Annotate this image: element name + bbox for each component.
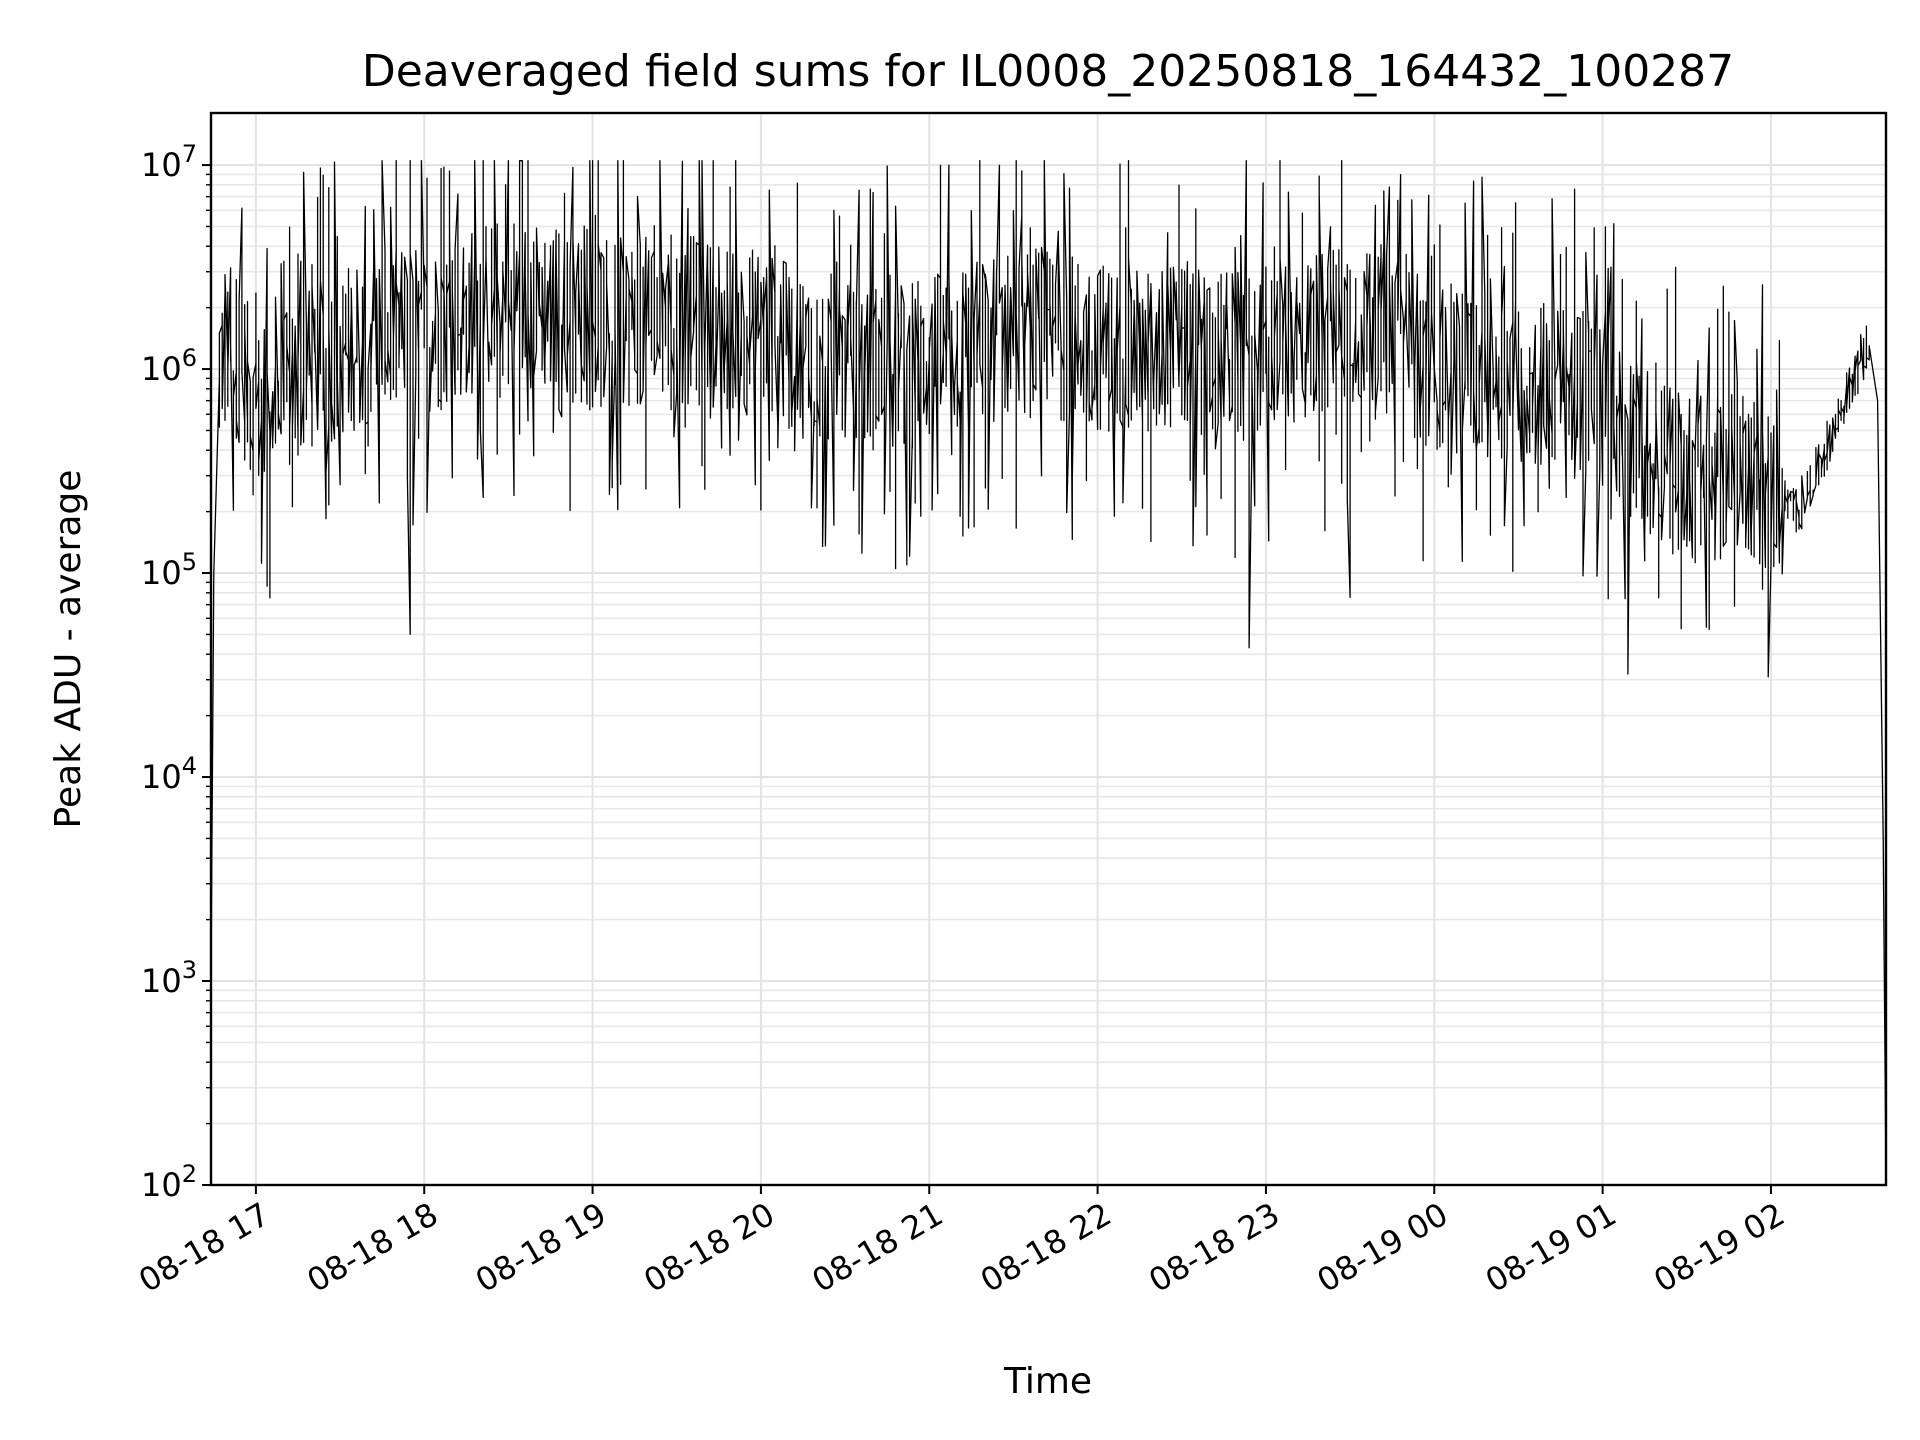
x-tick-label: 08-18 19 bbox=[469, 1195, 613, 1300]
x-tick-label: 08-18 18 bbox=[301, 1195, 445, 1300]
y-tick-label: 103 bbox=[141, 956, 197, 1000]
y-tick-label: 104 bbox=[141, 752, 197, 796]
x-tick-label: 08-19 02 bbox=[1647, 1195, 1791, 1300]
y-tick-label: 102 bbox=[141, 1160, 197, 1204]
grid-layer bbox=[211, 113, 1886, 1186]
plot-frame bbox=[209, 111, 1888, 1187]
x-axis-ticks: 08-18 17 08-18 18 08-18 19 08-18 20 08-18 21… bbox=[132, 1185, 1791, 1300]
x-tick-label: 08-19 00 bbox=[1311, 1195, 1455, 1300]
x-tick-label: 08-18 23 bbox=[1142, 1195, 1286, 1300]
x-tick-label: 08-18 20 bbox=[637, 1195, 781, 1300]
y-tick-label: 106 bbox=[141, 344, 197, 388]
x-tick-label: 08-18 22 bbox=[974, 1195, 1118, 1300]
y-axis-label: Peak ADU - average bbox=[48, 470, 89, 829]
series-layer bbox=[210, 160, 1887, 1186]
y-tick-label: 105 bbox=[141, 548, 197, 592]
y-tick-label: 107 bbox=[141, 140, 197, 184]
y-axis-ticks: 102 103 104 105 106 107 bbox=[141, 140, 211, 1204]
x-tick-label: 08-18 21 bbox=[806, 1195, 950, 1300]
x-tick-label: 08-19 01 bbox=[1479, 1195, 1623, 1300]
chart-title: Deaveraged field sums for IL0008_2025081… bbox=[362, 46, 1734, 97]
series-line bbox=[210, 160, 1887, 1186]
x-axis-label: Time bbox=[1003, 1361, 1092, 1402]
x-tick-label: 08-18 17 bbox=[132, 1195, 276, 1300]
